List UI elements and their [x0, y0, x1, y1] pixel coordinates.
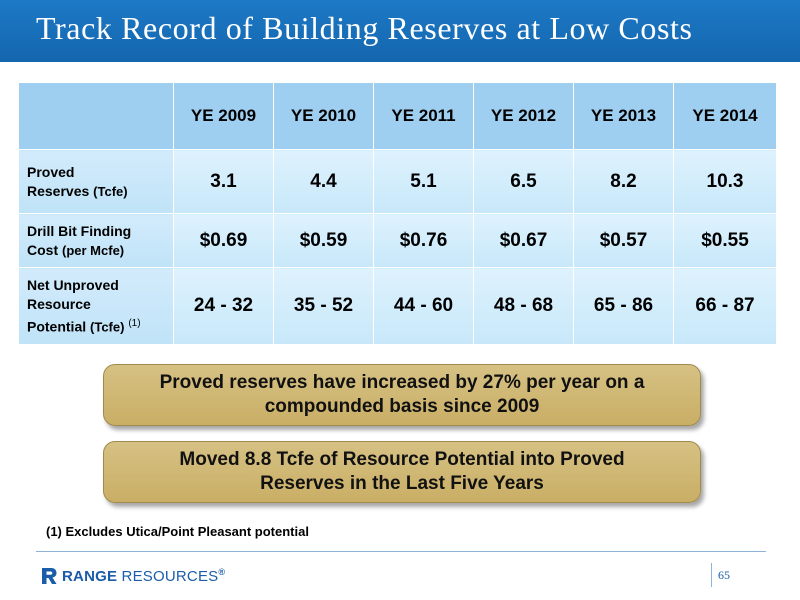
table-cell: $0.55	[673, 213, 777, 268]
callout-line: compounded basis since 2009	[264, 396, 540, 417]
table-header-row: YE 2009 YE 2010 YE 2011 YE 2012 YE 2013 …	[18, 82, 777, 150]
header-ye-2009: YE 2009	[173, 82, 274, 150]
range-r-logo-icon	[42, 568, 57, 584]
row-label-proved-reserves: Proved Reserves (Tcfe)	[18, 149, 174, 214]
table-cell: 35 - 52	[273, 267, 374, 345]
row-unit: (per Mcfe)	[62, 242, 125, 258]
header-ye-2012: YE 2012	[473, 82, 574, 150]
header-ye-2013: YE 2013	[573, 82, 674, 150]
page-number-separator	[711, 563, 712, 587]
table-row-unproved-potential: Net Unproved Resource Potential (Tcfe) (…	[18, 267, 777, 345]
page-number: 65	[718, 568, 730, 582]
row-label-line: Net Unproved	[27, 276, 119, 293]
logo-wordmark: RANGE RESOURCES®	[62, 567, 225, 585]
table-cell: 44 - 60	[373, 267, 474, 345]
header-ye-2011: YE 2011	[373, 82, 474, 150]
table-corner-cell	[18, 82, 174, 150]
footer-divider	[36, 551, 766, 552]
callout-resource-conversion: Moved 8.8 Tcfe of Resource Potential int…	[103, 441, 701, 503]
range-resources-logo: RANGE RESOURCES®	[40, 566, 225, 586]
row-unit: (Tcfe)	[93, 183, 128, 199]
table-cell: $0.69	[173, 213, 274, 268]
reserves-table: YE 2009 YE 2010 YE 2011 YE 2012 YE 2013 …	[18, 82, 777, 345]
row-label-line: Drill Bit Finding	[27, 222, 132, 239]
table-row-proved-reserves: Proved Reserves (Tcfe) 3.1 4.4 5.1 6.5 8…	[18, 149, 777, 214]
table-cell: 24 - 32	[173, 267, 274, 345]
callout-reserves-growth: Proved reserves have increased by 27% pe…	[103, 364, 701, 426]
table-cell: 5.1	[373, 149, 474, 214]
slide-title: Track Record of Building Reserves at Low…	[36, 10, 693, 46]
registered-mark: ®	[218, 567, 226, 577]
table-cell: $0.59	[273, 213, 374, 268]
row-label-line: Resource	[27, 295, 91, 312]
logo-word-range: RANGE	[62, 568, 118, 585]
table-cell: 10.3	[673, 149, 777, 214]
callout-line: Reserves in the Last Five Years	[260, 473, 544, 494]
row-unit: (Tcfe)	[90, 319, 125, 335]
table-cell: 8.2	[573, 149, 674, 214]
title-bar: Track Record of Building Reserves at Low…	[0, 0, 800, 62]
table-cell: 6.5	[473, 149, 574, 214]
row-label-finding-cost: Drill Bit Finding Cost (per Mcfe)	[18, 213, 174, 268]
table-cell: 65 - 86	[573, 267, 674, 345]
table-cell: $0.76	[373, 213, 474, 268]
footnote-text: (1) Excludes Utica/Point Pleasant potent…	[46, 524, 309, 539]
table-cell: $0.67	[473, 213, 574, 268]
row-label-line: Proved	[27, 163, 75, 180]
header-ye-2010: YE 2010	[273, 82, 374, 150]
row-label-unproved-potential: Net Unproved Resource Potential (Tcfe) (…	[18, 267, 174, 345]
table-cell: 3.1	[173, 149, 274, 214]
table-cell: 4.4	[273, 149, 374, 214]
row-label-line: Potential	[27, 318, 87, 335]
footnote-marker: (1)	[128, 317, 141, 329]
table-cell: 66 - 87	[673, 267, 777, 345]
callout-line: Moved 8.8 Tcfe of Resource Potential int…	[179, 449, 625, 470]
table-row-finding-cost: Drill Bit Finding Cost (per Mcfe) $0.69 …	[18, 213, 777, 268]
header-ye-2014: YE 2014	[673, 82, 777, 150]
table-cell: $0.57	[573, 213, 674, 268]
table-cell: 48 - 68	[473, 267, 574, 345]
callout-line: Proved reserves have increased by 27% pe…	[159, 372, 645, 393]
logo-word-resources: RESOURCES	[121, 568, 219, 585]
row-label-line: Cost	[27, 241, 59, 258]
row-label-line: Reserves	[27, 182, 90, 199]
